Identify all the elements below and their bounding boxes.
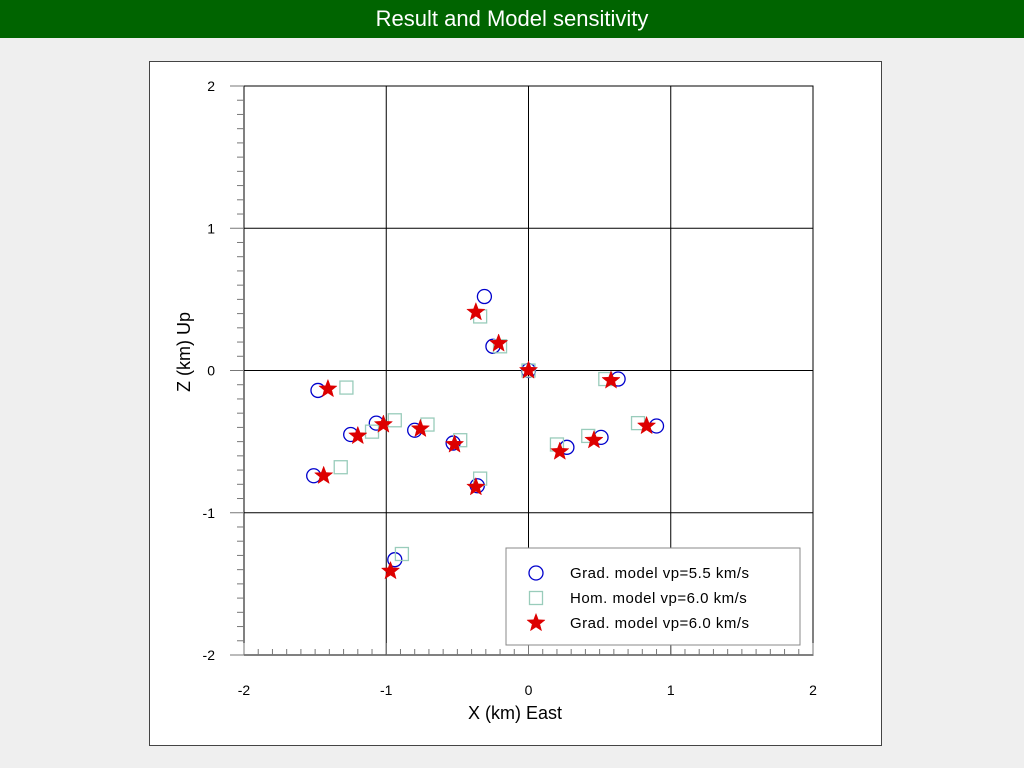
star-point — [313, 465, 334, 485]
legend-label: Hom. model vp=6.0 km/s — [570, 590, 747, 607]
star-point — [636, 415, 657, 435]
star-point — [444, 434, 465, 453]
x-tick-label: 1 — [667, 682, 675, 698]
slide-title-bar: Result and Model sensitivity — [0, 0, 1024, 38]
star-point — [348, 425, 368, 445]
star-point — [466, 301, 486, 321]
star-point — [601, 370, 621, 389]
square-point — [339, 380, 354, 395]
x-tick-label: 0 — [525, 682, 533, 698]
chart-panel: -2 -1 0 1 2 -2 -1 0 1 2 X (km) East Z (km) Up Gra… — [149, 61, 882, 746]
star-point — [518, 360, 539, 379]
square-point — [333, 460, 348, 475]
x-tick-label: 2 — [809, 682, 817, 698]
x-tick-label: -1 — [380, 682, 393, 698]
tick-layer — [230, 85, 814, 656]
legend-marker-star — [526, 612, 546, 632]
y-tick-label: 0 — [207, 363, 215, 379]
series-star — [313, 301, 657, 580]
star-point — [373, 414, 394, 433]
series-square — [333, 309, 646, 562]
legend-box — [505, 547, 801, 646]
x-tick-label: -2 — [238, 682, 251, 698]
square-point — [387, 413, 402, 428]
slide-title: Result and Model sensitivity — [375, 6, 649, 31]
series-circle — [306, 288, 665, 568]
scatter-chart: -2 -1 0 1 2 -2 -1 0 1 2 X (km) East Z (km) Up Gra… — [174, 78, 818, 723]
star-point — [380, 560, 401, 580]
x-axis-label: X (km) East — [468, 703, 562, 723]
legend-label: Grad. model vp=6.0 km/s — [570, 615, 750, 632]
star-point — [318, 378, 338, 398]
y-tick-label: 1 — [207, 220, 215, 236]
star-point — [488, 333, 509, 352]
legend-marker-square — [528, 590, 544, 606]
legend-marker-circle — [528, 565, 544, 581]
y-tick-label: 2 — [207, 78, 215, 94]
legend: Grad. model vp=5.5 km/s Hom. model vp=6.0… — [505, 547, 801, 646]
circle-point — [476, 288, 493, 305]
star-point — [584, 429, 604, 449]
tick-label-layer: -2 -1 0 1 2 -2 -1 0 1 2 — [203, 78, 818, 698]
y-tick-label: -2 — [203, 647, 216, 663]
star-point — [466, 476, 486, 496]
y-tick-label: -1 — [203, 505, 216, 521]
star-point — [550, 441, 570, 460]
legend-label: Grad. model vp=5.5 km/s — [570, 565, 750, 582]
data-points-layer — [306, 288, 665, 580]
square-point — [364, 424, 380, 439]
square-point — [394, 546, 410, 562]
y-axis-label: Z (km) Up — [174, 312, 194, 392]
star-point — [410, 418, 431, 438]
